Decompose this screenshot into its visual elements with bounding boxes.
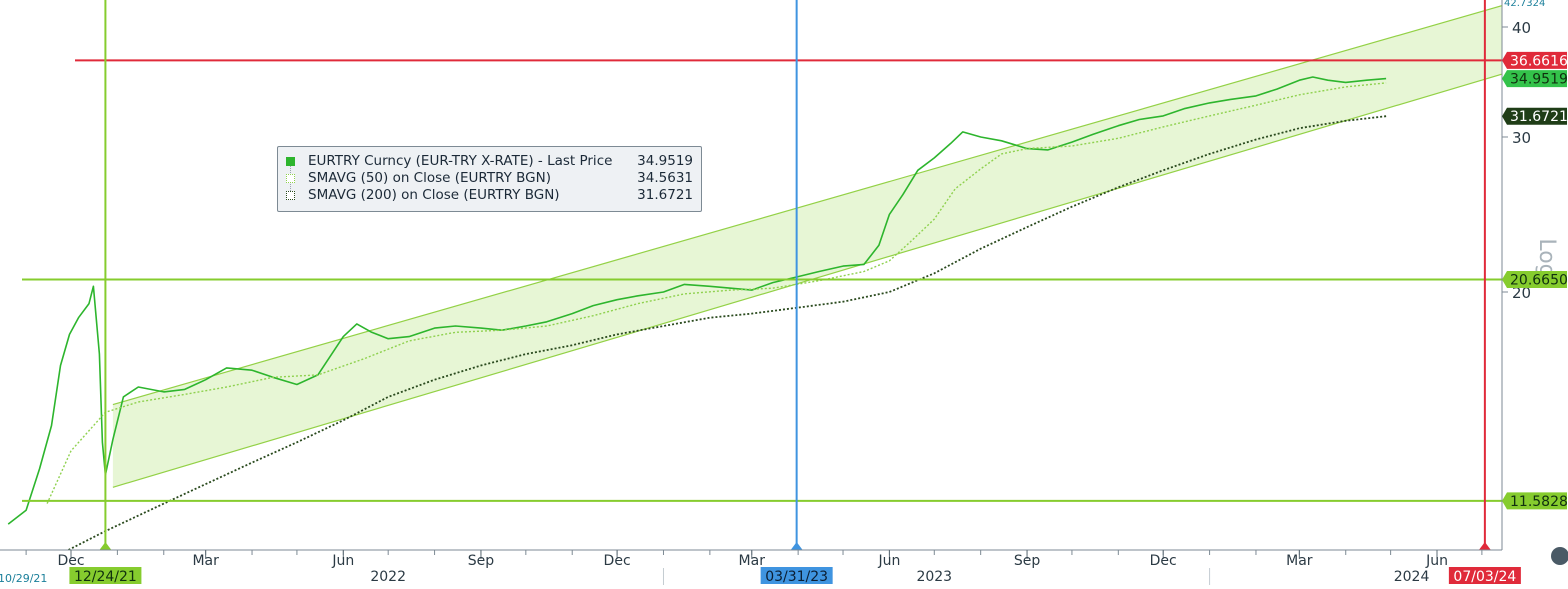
- legend-sma50-swatch-icon: [286, 174, 295, 183]
- x-tick-label-2: Jun: [331, 553, 354, 569]
- hline-tag-0-label: 36.6616: [1510, 53, 1568, 69]
- legend-sma200-swatch-icon: [286, 191, 295, 200]
- date-tag-2: [1448, 567, 1521, 584]
- hline-tag-2-label: 11.5828: [1510, 494, 1568, 510]
- x-tick-label-7: Sep: [1014, 553, 1041, 569]
- trend-channel-fill: [112, 5, 1502, 488]
- y-tick-label-0: 20: [1512, 284, 1531, 302]
- vertical-line-marker-1: [790, 542, 803, 550]
- x-year-label-2: 2024: [1394, 569, 1430, 585]
- legend: EURTRY Curncy (EUR-TRY X-RATE) - Last Pr…: [277, 146, 702, 212]
- vertical-line-marker-0: [99, 542, 112, 550]
- legend-row-sma50: SMAVG (50) on Close (EURTRY BGN) 34.5631: [286, 170, 693, 187]
- legend-price-swatch-icon: [286, 157, 295, 166]
- x-tick-label-0: Dec: [57, 553, 84, 569]
- date-tag-label-1: 03/31/23: [765, 569, 828, 585]
- vertical-line-marker-2: [1478, 542, 1491, 550]
- hline-tag-1-label: 20.6650: [1510, 272, 1568, 288]
- x-tick-label-3: Sep: [468, 553, 495, 569]
- date-tag-label-0: 12/24/21: [74, 569, 137, 585]
- x-tick-label-1: Mar: [192, 553, 219, 569]
- x-tick-label-8: Dec: [1150, 553, 1177, 569]
- legend-row-price: EURTRY Curncy (EUR-TRY X-RATE) - Last Pr…: [286, 153, 693, 170]
- hline-tag-0: [1502, 51, 1567, 69]
- y-tick-label-2: 40: [1512, 19, 1531, 37]
- x-left-date-label: 10/29/21: [0, 572, 47, 585]
- series-line-0: [7, 76, 1387, 525]
- x-tick-label-9: Mar: [1286, 553, 1313, 569]
- price-tag-0: [1502, 70, 1567, 88]
- legend-row-sma200: SMAVG (200) on Close (EURTRY BGN) 31.672…: [286, 187, 693, 204]
- x-tick-label-6: Jun: [877, 553, 900, 569]
- x-tick-label-5: Mar: [739, 553, 766, 569]
- y-tick-label-1: 30: [1512, 129, 1531, 147]
- series-line-1: [46, 82, 1387, 504]
- legend-sma200-value: 31.6721: [637, 187, 693, 203]
- price-tag-1: [1502, 107, 1567, 125]
- plot-area: [7, 5, 1502, 550]
- hline-tag-1: [1502, 270, 1567, 288]
- legend-sma50-label: SMAVG (50) on Close (EURTRY BGN): [308, 170, 551, 186]
- x-tick-label-10: Jun: [1425, 553, 1448, 569]
- trend-channel-upper: [112, 5, 1502, 406]
- legend-price-label: EURTRY Curncy (EUR-TRY X-RATE) - Last Pr…: [308, 153, 613, 169]
- refresh-icon: [1551, 547, 1568, 565]
- date-tag-1: [760, 567, 833, 584]
- hline-tag-2: [1502, 492, 1567, 510]
- legend-sma50-value: 34.5631: [637, 170, 693, 186]
- x-year-label-0: 2022: [370, 569, 406, 585]
- price-tag-1-label: 31.6721: [1510, 109, 1568, 125]
- legend-price-value: 34.9519: [637, 153, 693, 169]
- x-year-label-1: 2023: [916, 569, 952, 585]
- date-tag-label-2: 07/03/24: [1453, 569, 1516, 585]
- x-tick-label-4: Dec: [604, 553, 631, 569]
- price-tag-0-label: 34.9519: [1510, 72, 1568, 88]
- y-top-label: 42.7324: [1504, 0, 1545, 9]
- legend-sma200-label: SMAVG (200) on Close (EURTRY BGN): [308, 187, 560, 203]
- date-tag-0: [69, 567, 142, 584]
- series-line-2: [66, 115, 1387, 550]
